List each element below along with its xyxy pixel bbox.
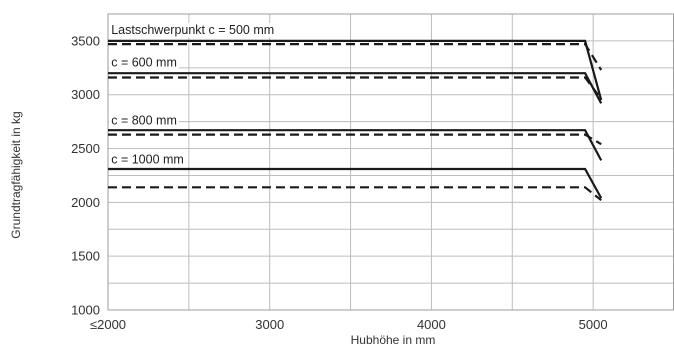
curve-label-text: Lastschwerpunkt c = 500 mm [111, 23, 274, 37]
y-tick-label: 1500 [71, 249, 100, 264]
curve-labels: Lastschwerpunkt c = 500 mm c = 600 mm c = … [109, 23, 277, 167]
series-line-solid-6 [108, 167, 603, 199]
y-tick-label: 2500 [71, 141, 100, 156]
curve-label-bg [109, 23, 277, 38]
x-tick-label: 5000 [579, 317, 608, 332]
series-line-dashed-5 [108, 133, 602, 146]
y-tick-label: 3500 [71, 33, 100, 48]
curve-label: Lastschwerpunkt c = 500 mm [109, 23, 277, 38]
y-tick-label: 3000 [71, 87, 100, 102]
curve-label-bg [109, 113, 179, 128]
y-tick-label: 2000 [71, 195, 100, 210]
x-tick-label: 4000 [417, 317, 446, 332]
series-lines [108, 39, 603, 202]
series-line-dashed-7 [108, 186, 602, 202]
curve-label-bg [109, 55, 179, 70]
series-line-dashed-3 [108, 76, 603, 100]
curve-label: c = 800 mm [109, 113, 179, 128]
plot-frame [107, 13, 674, 311]
curve-label: c = 600 mm [109, 55, 179, 70]
x-axis-label: Hubhöhe in mm [351, 333, 436, 347]
x-tick-label: 3000 [255, 317, 284, 332]
series-line-solid-0 [108, 39, 603, 101]
series-line-dashed-1 [108, 42, 603, 71]
y-axis-ticks: 1000 1500 2000 2500 3000 3500 [71, 33, 100, 317]
x-axis-ticks: ≤2000 3000 4000 5000 [90, 317, 608, 332]
curve-label-text: c = 1000 mm [111, 152, 184, 166]
curve-label: c = 1000 mm [109, 152, 186, 167]
y-tick-label: 1000 [71, 303, 100, 318]
series-line-solid-4 [108, 129, 603, 161]
x-tick-label: ≤2000 [90, 317, 126, 332]
curve-label-text: c = 800 mm [111, 114, 177, 128]
curve-label-bg [109, 152, 186, 167]
y-axis-label: Grundtragfähigkeit in kg [9, 111, 23, 238]
curve-label-text: c = 600 mm [111, 55, 177, 69]
